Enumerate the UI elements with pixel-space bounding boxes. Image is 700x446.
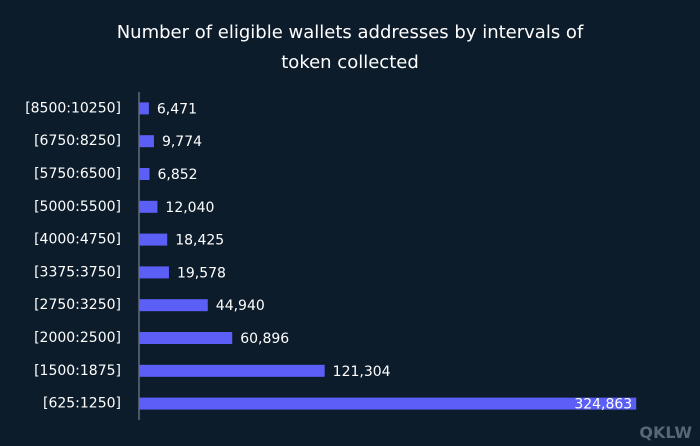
y-tick-label: [1500:1875] [34,363,121,379]
value-label: 6,471 [157,101,197,117]
y-tick-label: [4000:4750] [34,232,121,248]
bar [139,332,233,344]
y-tick-label: [5000:5500] [34,199,121,215]
value-label: 12,040 [165,200,214,216]
value-label: 44,940 [216,298,265,314]
bar [139,200,158,213]
y-tick-label: [3375:3750] [34,264,121,280]
bar [139,299,208,312]
y-tick-label: [625:1250] [43,396,121,412]
y-tick-label: [6750:8250] [34,133,121,149]
bar [139,364,325,377]
value-label: 9,774 [162,134,202,150]
bar [139,102,149,115]
watermark: QKLW [639,423,692,442]
bar [139,397,637,410]
bar [139,233,168,246]
value-label: 324,863 [574,397,632,413]
y-tick-label: [2750:3250] [34,297,121,313]
chart-title: Number of eligible wallets addresses by … [116,22,584,73]
value-label: 18,425 [175,233,224,249]
bar [139,266,169,279]
value-label: 6,852 [157,167,197,183]
bar [139,168,150,180]
value-label: 60,896 [240,331,289,347]
value-label: 19,578 [177,265,226,281]
value-label: 121,304 [333,364,391,380]
y-tick-label: [8500:10250] [25,100,121,116]
y-tick-label: [5750:6500] [34,166,121,182]
y-tick-label: [2000:2500] [34,330,121,346]
bar [139,135,154,148]
